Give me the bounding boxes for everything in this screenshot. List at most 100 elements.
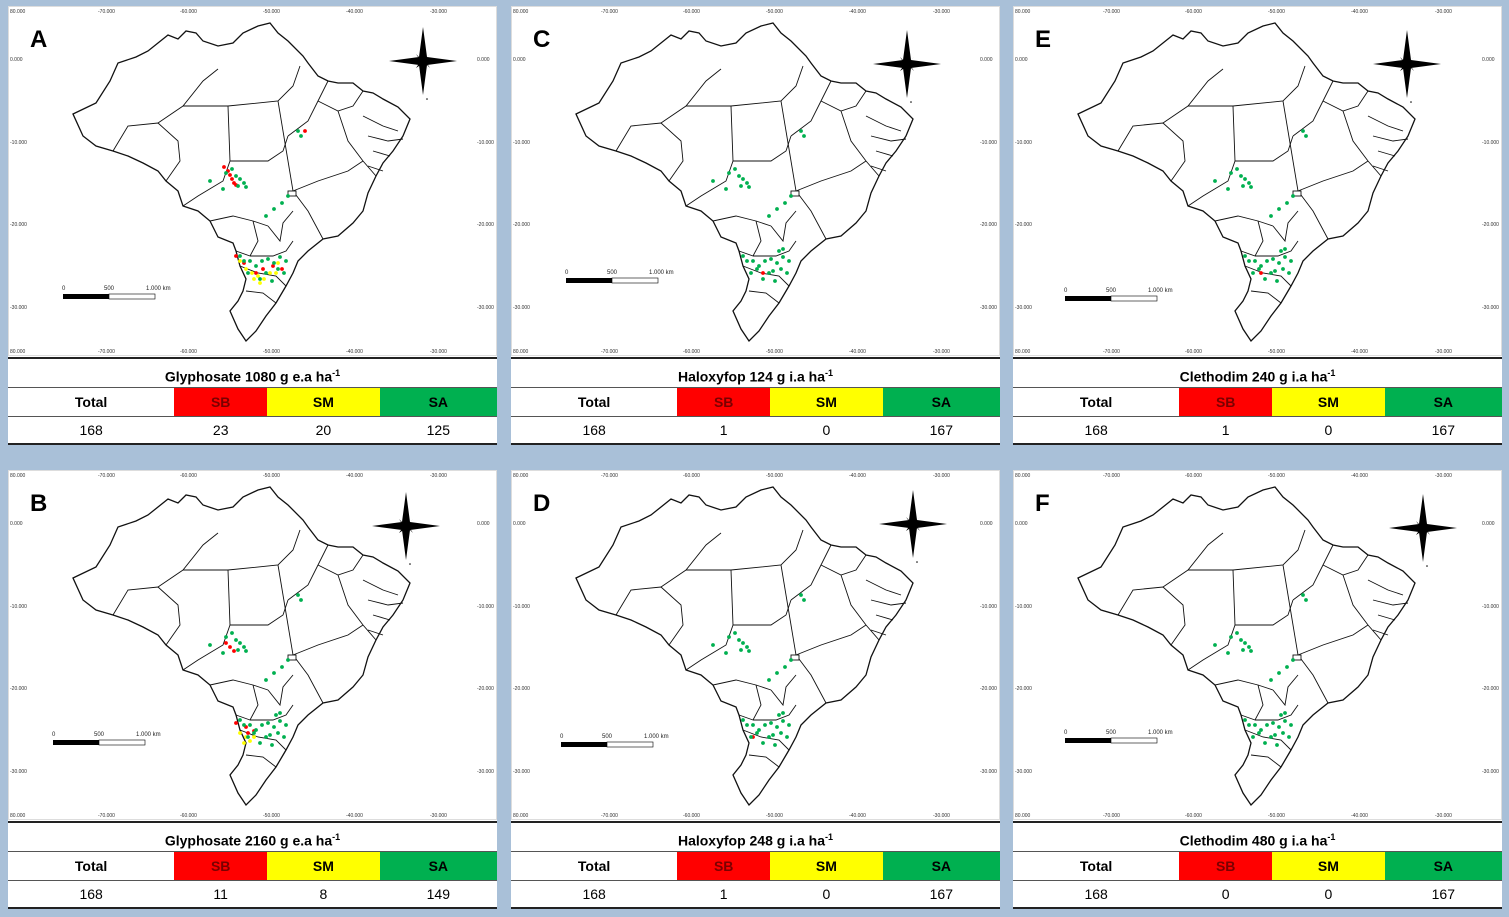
map-area: 80.000 80.000 -70.000 -70.000 -60.000 -60.000… (511, 470, 1000, 820)
sample-point-sa (1243, 718, 1247, 722)
herbicide-name: Haloxyfop 248 g i.a ha (677, 832, 826, 849)
value-sa: 167 (1384, 417, 1502, 443)
lon-tick-top: -40.000 (346, 473, 363, 479)
sample-point-sa (278, 711, 282, 715)
value-total: 168 (511, 881, 678, 907)
state-border (250, 704, 294, 721)
sample-point-sa (1241, 184, 1245, 188)
sample-point-sa (775, 725, 779, 729)
sample-point-sa (1283, 247, 1287, 251)
sample-point-sm (252, 277, 256, 281)
sample-point-sa (779, 267, 783, 271)
state-border (790, 544, 832, 601)
lon-tick-bottom: -40.000 (1351, 813, 1368, 819)
header-sb: SB (1179, 852, 1273, 880)
state-border (157, 532, 219, 588)
header-sb: SB (1179, 388, 1273, 416)
sample-point-sa (1243, 177, 1247, 181)
lon-tick-top: -70.000 (601, 9, 618, 15)
sample-point-sb (246, 731, 250, 735)
map-area: 80.000 80.000 -70.000 -70.000 -60.000 -60.000… (511, 6, 1000, 356)
lat-tick-right: 0.000 (477, 521, 490, 527)
sample-point-sa (1283, 711, 1287, 715)
lon-tick-bottom: -40.000 (849, 813, 866, 819)
lat-tick-left: -30.000 (513, 769, 530, 775)
sample-point-sa (1265, 259, 1269, 263)
map-panel-B: 80.000 80.000 -70.000 -70.000 -60.000 -60.000… (8, 470, 497, 909)
value-sb: 1 (677, 881, 771, 907)
unit-exponent: -1 (1327, 368, 1336, 378)
lon-tick-top: -60.000 (180, 473, 197, 479)
sample-point-sa (775, 261, 779, 265)
panel-letter: E (1035, 26, 1052, 53)
state-border (372, 614, 391, 621)
lon-tick-bottom: -30.000 (933, 349, 950, 355)
state-border (1372, 599, 1409, 606)
lon-tick-top: -30.000 (430, 9, 447, 15)
sample-point-sa (761, 741, 765, 745)
lat-tick-left: -10.000 (10, 604, 27, 610)
state-border (820, 554, 867, 576)
state-border (1377, 150, 1396, 157)
sample-point-sb (303, 129, 307, 133)
sample-point-sa (1271, 257, 1275, 261)
compass-diagonal (1416, 521, 1430, 535)
lon-tick-bottom: -60.000 (1185, 349, 1202, 355)
sample-point-sa (737, 174, 741, 178)
header-sa: SA (1384, 388, 1502, 416)
sample-point-sa (242, 259, 246, 263)
state-border (317, 90, 364, 112)
sample-point-sa (1277, 671, 1281, 675)
compass-dot (426, 98, 428, 100)
lat-tick-right: -20.000 (1482, 686, 1499, 692)
sample-point-sa (252, 731, 256, 735)
state-border (1214, 679, 1274, 691)
sample-point-sa (1251, 271, 1255, 275)
herbicide-name: Clethodim 240 g i.a ha (1179, 368, 1328, 385)
sample-point-sb (232, 649, 236, 653)
sample-point-sa (278, 719, 282, 723)
sample-point-sa (761, 277, 765, 281)
lat-tick-left: 0.000 (10, 57, 23, 63)
lon-tick-top: 80.000 (1015, 9, 1031, 15)
sample-point-sa (1304, 598, 1308, 602)
sample-point-sa (777, 249, 781, 253)
state-border (112, 586, 181, 646)
country-group (1077, 22, 1416, 343)
scale-label-500: 500 (602, 734, 613, 740)
north-arrow-icon (1373, 30, 1441, 98)
sample-point-sa (755, 731, 759, 735)
header-sm: SM (770, 852, 883, 880)
sample-point-sa (264, 214, 268, 218)
lon-tick-bottom: -70.000 (98, 349, 115, 355)
sample-point-sa (296, 593, 300, 597)
state-border (235, 220, 259, 257)
sample-point-sa (1259, 728, 1263, 732)
lon-tick-bottom: -60.000 (180, 349, 197, 355)
sample-point-sa (1273, 733, 1277, 737)
sample-point-sa (733, 167, 737, 171)
state-border (292, 160, 364, 192)
lat-tick-left: 0.000 (10, 521, 23, 527)
sample-point-sa (787, 723, 791, 727)
state-border (209, 215, 269, 227)
header-sa: SA (882, 852, 1000, 880)
stats-table: Haloxyfop 248 g i.a ha-1 Total SB SM SA … (511, 821, 1000, 909)
sample-point-sa (711, 179, 715, 183)
sample-point-sa (1271, 721, 1275, 725)
sample-point-sa (1229, 171, 1233, 175)
state-border (1372, 165, 1389, 172)
sample-point-sa (1289, 723, 1293, 727)
sample-point-sa (299, 598, 303, 602)
sample-point-sa (274, 713, 278, 717)
state-border (209, 679, 269, 691)
country-group (72, 22, 411, 343)
map-panel-E: 80.000 80.000 -70.000 -70.000 -60.000 -60.000… (1013, 6, 1502, 445)
herbicide-title: Clethodim 480 g i.a ha-1 (1013, 823, 1502, 852)
sample-point-sa (789, 658, 793, 662)
state-border (1372, 135, 1409, 142)
scale-label-0: 0 (565, 270, 569, 276)
state-border (1272, 210, 1299, 243)
lat-tick-left: 0.000 (1015, 521, 1028, 527)
state-border (337, 110, 377, 177)
